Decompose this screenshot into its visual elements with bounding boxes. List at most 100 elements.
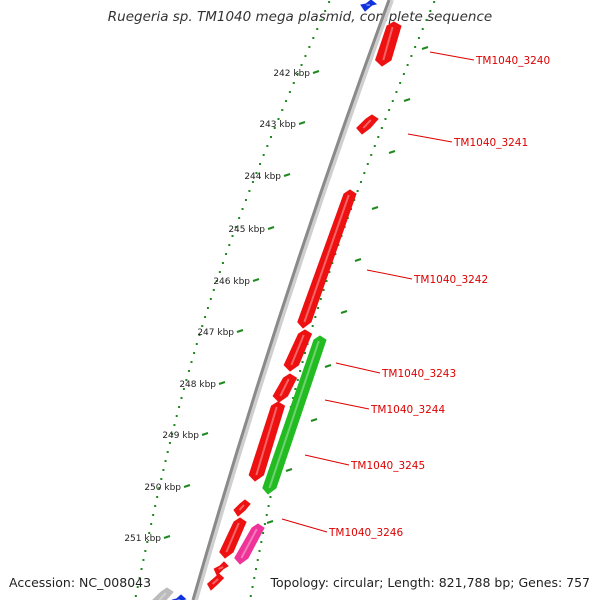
scale-tick-mark <box>312 70 320 74</box>
map-title: Ruegeria sp. TM1040 mega plasmid, comple… <box>107 9 493 25</box>
scale-dot <box>154 505 157 507</box>
scale-dot <box>180 397 183 399</box>
scale-dot <box>328 1 331 3</box>
gene-labels: TM1040_3240 TM1040_3241 TM1040_3242 TM1040_… <box>281 51 550 539</box>
scale-dot <box>391 100 394 102</box>
scale-dot <box>136 586 139 588</box>
gene-highlight <box>158 592 167 600</box>
scale-dot <box>249 595 252 597</box>
gene-label: TM1040_3243 <box>381 368 456 380</box>
gene-label-leader <box>429 51 475 61</box>
scale-dot <box>168 442 171 444</box>
scale-dot <box>234 226 237 228</box>
scale-dot <box>388 109 391 111</box>
scale-tick-label: 243 kbp <box>259 120 296 130</box>
scale-dot <box>142 559 145 561</box>
scale-dot <box>204 316 207 318</box>
scale-dot <box>140 568 143 570</box>
scale-dot <box>324 10 327 12</box>
outer-tick-mark <box>371 206 379 210</box>
scale-tick-mark <box>163 535 171 539</box>
gene-label-leader <box>324 399 370 410</box>
gene-arrow-g6 <box>248 401 286 482</box>
outer-tick-mark <box>324 364 332 368</box>
scale-dot <box>292 82 295 84</box>
scale-dot <box>322 289 325 291</box>
scale-dot <box>331 262 334 264</box>
scale-dot <box>262 532 265 534</box>
scale-dot <box>178 406 181 408</box>
scale-dot <box>311 325 314 327</box>
gene-arrow-g7 <box>262 335 327 495</box>
scale-dot <box>363 172 366 174</box>
gene-arrow-g13 <box>360 0 378 12</box>
outer-tick-mark <box>421 46 429 50</box>
scale-dot <box>273 127 276 129</box>
scale-dot <box>421 28 424 30</box>
gene-arrow-g8 <box>233 499 251 517</box>
scale-dot <box>164 460 167 462</box>
outer-tick-mark <box>340 310 348 314</box>
scale-dot <box>171 433 174 435</box>
gene-highlight <box>382 26 394 61</box>
scale-dot <box>402 73 405 75</box>
scale-dot <box>359 181 362 183</box>
scale-dot <box>294 388 297 390</box>
scale-dot <box>319 298 322 300</box>
scale-dot <box>308 46 311 48</box>
scale-dot <box>317 307 320 309</box>
scale-dot <box>314 316 317 318</box>
scale-dot <box>185 379 188 381</box>
scale-dot <box>218 271 221 273</box>
outer-tick-mark <box>285 468 293 472</box>
gene-features <box>152 0 402 600</box>
scale-dot <box>292 397 295 399</box>
scale-tick-mark <box>218 381 226 385</box>
scale-tick-label: 251 kbp <box>124 534 161 544</box>
scale-dot <box>209 298 212 300</box>
scale-dot <box>212 289 215 291</box>
scale-dot <box>256 559 259 561</box>
gene-highlight <box>290 334 305 366</box>
scale-dot <box>138 577 141 579</box>
scale-dot <box>417 37 420 39</box>
scale-dot <box>328 271 331 273</box>
scale-dot <box>259 163 262 165</box>
scale-dot <box>285 100 288 102</box>
scale-dot <box>146 541 149 543</box>
scale-tick-mark <box>236 329 244 333</box>
outer-tick-mark <box>310 418 318 422</box>
scale-dot <box>187 370 190 372</box>
scale-dot <box>414 46 417 48</box>
outer-tick-mark <box>354 258 362 262</box>
scale-dot <box>173 424 176 426</box>
scale-dot <box>320 19 323 21</box>
scale-dot <box>312 37 315 39</box>
scale-dot <box>175 415 178 417</box>
gene-label-leader <box>335 362 381 374</box>
scale-dot <box>190 361 193 363</box>
gene-label-leader <box>281 518 328 533</box>
gene-arrow-g2 <box>356 114 379 135</box>
scale-dot <box>260 541 263 543</box>
gene-label-leader <box>407 133 453 143</box>
scale-dot-tracks <box>134 1 436 597</box>
gene-highlight <box>211 578 219 585</box>
scale-tick-mark <box>267 226 275 230</box>
outer-tick-mark <box>266 520 274 524</box>
scale-dot <box>144 550 147 552</box>
scale-dot <box>296 73 299 75</box>
scale-dot <box>429 10 432 12</box>
scale-dot <box>160 478 163 480</box>
scale-dot <box>269 496 272 498</box>
scale-dot <box>373 145 376 147</box>
scale-dot <box>265 514 268 516</box>
scale-dot <box>255 568 258 570</box>
gene-highlight <box>255 406 278 476</box>
outer-tick-mark <box>403 98 411 102</box>
scale-dot <box>384 118 387 120</box>
scale-dot <box>198 334 201 336</box>
scale-dot <box>231 235 234 237</box>
scale-dot <box>148 532 151 534</box>
